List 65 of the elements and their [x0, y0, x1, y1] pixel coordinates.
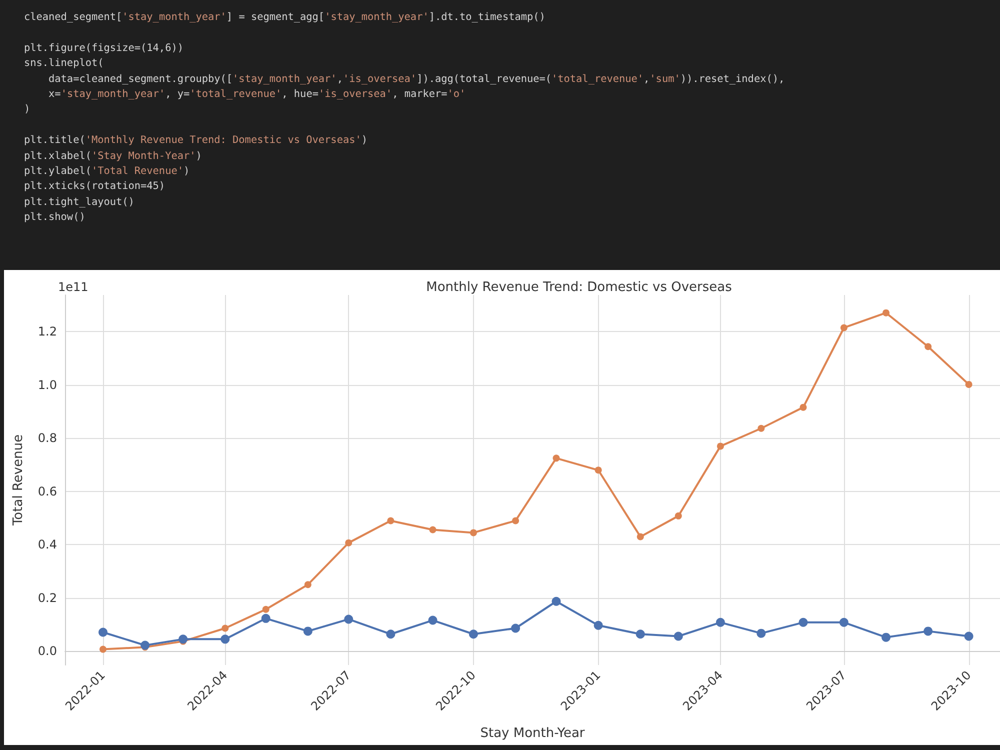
- point: [839, 618, 848, 627]
- point: [756, 628, 766, 638]
- point: [100, 646, 106, 653]
- point: [800, 404, 807, 411]
- point: [428, 616, 438, 625]
- point: [924, 343, 932, 350]
- text: sns.lineplot(: [24, 58, 104, 70]
- x-axis-title: Stay Month-Year: [480, 726, 586, 741]
- text: plt.title('Monthly Revenue Trend: Domestic vs Overseas'): [24, 135, 368, 146]
- point: [386, 630, 396, 639]
- y-tick-label: 0.4: [38, 538, 57, 552]
- text: ): [24, 104, 30, 116]
- point: [303, 626, 312, 636]
- text: cleaned_segment['stay_month_year'] = segment_agg['stay_month_year'].dt.to_timestamp(): [24, 12, 546, 23]
- point: [758, 424, 765, 432]
- point: [98, 628, 108, 637]
- point: [512, 517, 520, 524]
- point: [429, 526, 436, 534]
- y-tick-label: 0.2: [38, 590, 57, 605]
- point: [882, 632, 891, 642]
- point: [511, 624, 520, 633]
- text: plt.ylabel('Total Revenue'): [24, 166, 190, 177]
- y-tick-label: 0.0: [38, 644, 57, 658]
- y-tick-label: 0.6: [38, 484, 57, 498]
- point: [387, 517, 394, 524]
- point: [674, 632, 683, 641]
- point: [716, 442, 724, 450]
- text: plt.xticks(rotation=45): [24, 181, 166, 192]
- chart-title: Monthly Revenue Trend: Domestic vs Overseas: [426, 280, 732, 295]
- point: [140, 640, 150, 650]
- y-tick-label: 0.8: [38, 431, 57, 446]
- point: [262, 606, 270, 613]
- y-tick-label: 1.0: [38, 378, 57, 392]
- text: plt.figure(figsize=(14,6)): [24, 42, 184, 54]
- point: [552, 596, 561, 606]
- point: [636, 630, 645, 639]
- point: [594, 620, 603, 630]
- point: [304, 581, 312, 588]
- point: [964, 632, 974, 641]
- point: [261, 614, 270, 623]
- point: [840, 324, 848, 332]
- point: [552, 454, 560, 462]
- text: plt.tight_layout(): [24, 196, 134, 208]
- point: [636, 533, 644, 540]
- point: [220, 634, 230, 644]
- text: plt.show(): [24, 212, 86, 224]
- text: data=cleaned_segment.groupby(['stay_month_year','is_oversea']).agg(total_revenue=('total_revenue','sum')).reset_index(),: [48, 74, 785, 85]
- point: [924, 626, 933, 636]
- point: [674, 512, 682, 520]
- point: [798, 618, 808, 627]
- y-tick-label: 1.2: [38, 324, 57, 339]
- point: [178, 634, 188, 644]
- point: [965, 380, 972, 388]
- point: [882, 309, 890, 316]
- text: plt.xlabel('Stay Month-Year'): [24, 150, 202, 162]
- text: 1e11: [58, 280, 88, 294]
- point: [470, 529, 477, 536]
- point: [344, 614, 354, 624]
- point: [468, 630, 478, 639]
- y-axis-title: Total Revenue: [11, 434, 26, 527]
- text: x='stay_month_year', y='total_revenue', hue='is_oversea', marker='o': [48, 88, 466, 100]
- point: [345, 539, 352, 546]
- point: [716, 618, 725, 627]
- point: [222, 624, 229, 632]
- point: [594, 466, 602, 474]
